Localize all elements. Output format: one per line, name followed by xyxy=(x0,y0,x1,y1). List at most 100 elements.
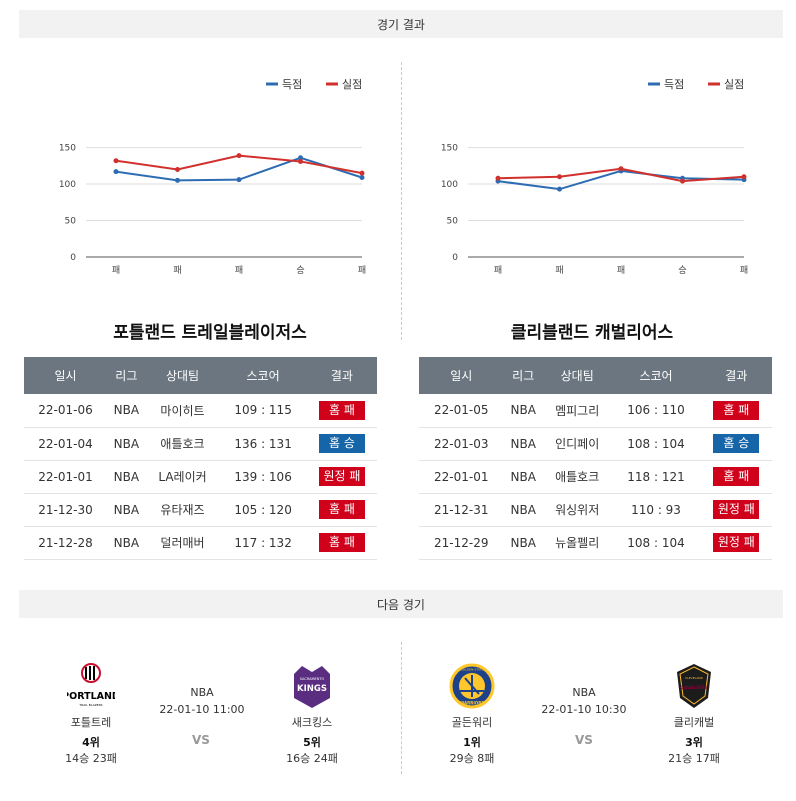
cell-score: 139 : 106 xyxy=(219,460,307,494)
home-team-name: 포틀트레 xyxy=(70,716,112,729)
cell-score: 105 : 120 xyxy=(219,493,307,527)
cell-league: NBA xyxy=(503,460,543,494)
next-game-league: NBA xyxy=(572,686,596,699)
data-point xyxy=(175,166,180,172)
cell-score: 106 : 110 xyxy=(611,394,701,428)
x-tick-label: 패 xyxy=(494,265,502,276)
table-row: 21-12-31 NBA 워싱위저 110 : 93 원정 패 xyxy=(419,493,772,527)
cavaliers-logo-text: CAVALIERS xyxy=(680,685,707,691)
data-point xyxy=(618,166,624,172)
result-badge: 홈 패 xyxy=(713,400,760,420)
home-team-rank: 1위 xyxy=(463,736,481,749)
kings-logo-text: KINGS xyxy=(297,684,327,694)
header-opponent: 상대팀 xyxy=(542,357,612,394)
home-team-name: 골든워리 xyxy=(451,716,493,729)
x-tick-label: 패 xyxy=(740,265,748,276)
cell-date: 22-01-06 xyxy=(24,394,107,428)
y-tick-label: 0 xyxy=(70,253,76,263)
cell-score: 109 : 115 xyxy=(219,394,307,428)
header-league: 리그 xyxy=(106,357,146,394)
cell-opponent: 애틀호크 xyxy=(145,427,220,461)
next-game-2-info: NBA 22-01-10 10:30 xyxy=(539,686,629,716)
y-tick-label: 150 xyxy=(59,144,76,154)
next-game-datetime: 22-01-10 11:00 xyxy=(159,703,245,716)
x-tick-label: 승 xyxy=(678,265,686,276)
cell-league: NBA xyxy=(106,460,146,494)
x-tick-label: 패 xyxy=(617,265,625,276)
table-header-row: 일시 리그 상대팀 스코어 결과 xyxy=(24,357,377,394)
result-badge: 홈 패 xyxy=(318,400,365,420)
next-game-1-away[interactable]: SACRAMENTO KINGS 새크킹스 5위 16승 24패 xyxy=(272,662,352,766)
table-row: 22-01-01 NBA LA레이커 139 : 106 원정 패 xyxy=(24,460,377,494)
kings-logo: SACRAMENTO KINGS xyxy=(288,662,336,710)
header-score: 스코어 xyxy=(219,357,307,394)
next-game-datetime: 22-01-10 10:30 xyxy=(541,703,627,716)
away-team-record: 21승 17패 xyxy=(668,752,720,765)
table-row: 22-01-03 NBA 인디페이 108 : 104 홈 승 xyxy=(419,427,772,461)
next-game-1-home[interactable]: PORTLAND TRAIL BLAZERS 포틀트레 4위 14승 23패 xyxy=(51,662,131,766)
y-tick-label: 50 xyxy=(447,217,459,227)
table-row: 21-12-28 NBA 덜러매버 117 : 132 홈 패 xyxy=(24,526,377,560)
header-score: 스코어 xyxy=(611,357,701,394)
table-header-row: 일시 리그 상대팀 스코어 결과 xyxy=(419,357,772,394)
table-row: 21-12-30 NBA 유타재즈 105 : 120 홈 패 xyxy=(24,493,377,527)
chart-right-svg: 득점 실점 0 50 100 150 패 패 패 승 패 xyxy=(441,78,748,276)
cell-opponent: 멤피그리 xyxy=(542,394,612,428)
cell-result: 홈 패 xyxy=(700,394,772,428)
data-point xyxy=(113,169,119,175)
cell-opponent: 덜러매버 xyxy=(145,526,220,560)
header-date: 일시 xyxy=(24,357,107,394)
y-tick-label: 150 xyxy=(441,144,458,154)
data-point xyxy=(557,186,562,192)
away-team-rank: 5위 xyxy=(303,736,321,749)
home-team-record: 29승 8패 xyxy=(449,752,495,765)
portland-logo-subtext: TRAIL BLAZERS xyxy=(78,703,102,707)
cell-league: NBA xyxy=(106,427,146,461)
result-badge: 홈 승 xyxy=(318,434,365,453)
data-point xyxy=(175,177,180,183)
away-team-rank: 3위 xyxy=(685,736,703,749)
header-date: 일시 xyxy=(419,357,504,394)
result-badge: 홈 패 xyxy=(713,467,760,486)
header-opponent: 상대팀 xyxy=(145,357,220,394)
cell-date: 22-01-01 xyxy=(24,460,107,494)
table-row: 22-01-05 NBA 멤피그리 106 : 110 홈 패 xyxy=(419,394,772,428)
result-badge: 홈 패 xyxy=(318,533,365,552)
x-tick-label: 패 xyxy=(235,265,243,276)
cell-score: 108 : 104 xyxy=(611,526,701,560)
results-table-right: 일시 리그 상대팀 스코어 결과 22-01-05 NBA 멤피그리 106 : 11… xyxy=(419,357,772,560)
y-tick-label: 100 xyxy=(59,180,76,190)
result-badge: 원정 패 xyxy=(318,467,365,486)
cell-score: 118 : 121 xyxy=(611,460,701,494)
cell-result: 홈 패 xyxy=(306,493,377,527)
cell-date: 21-12-31 xyxy=(419,493,504,527)
next-divider xyxy=(401,642,402,774)
cell-opponent: 뉴올펠리 xyxy=(542,526,612,560)
next-section-header: 다음 경기 xyxy=(19,590,783,618)
results-section-header: 경기 결과 xyxy=(19,10,783,38)
cell-opponent: 유타재즈 xyxy=(145,493,220,527)
table-row: 22-01-04 NBA 애틀호크 136 : 131 홈 승 xyxy=(24,427,377,461)
cell-result: 홈 승 xyxy=(306,427,377,461)
home-team-record: 14승 23패 xyxy=(65,752,117,765)
data-point xyxy=(359,174,365,180)
cell-result: 홈 패 xyxy=(700,460,772,494)
chart-right: 득점 실점 0 50 100 150 패 패 패 승 패 xyxy=(412,70,762,285)
next-game-league: NBA xyxy=(190,686,214,699)
cell-league: NBA xyxy=(503,394,543,428)
series-line-allowed xyxy=(115,154,363,175)
cell-score: 117 : 132 xyxy=(219,526,307,560)
cell-score: 136 : 131 xyxy=(219,427,307,461)
table-row: 21-12-29 NBA 뉴올펠리 108 : 104 원정 패 xyxy=(419,526,772,560)
team-title-left: 포틀랜드 트레일블레이저스 xyxy=(113,323,307,343)
cell-date: 22-01-05 xyxy=(419,394,504,428)
cell-result: 원정 패 xyxy=(700,526,772,560)
legend-label: 실점 xyxy=(342,78,362,91)
x-tick-label: 패 xyxy=(173,265,181,276)
cell-score: 110 : 93 xyxy=(611,493,701,527)
cell-result: 홈 승 xyxy=(700,427,772,461)
data-point xyxy=(741,174,747,180)
next-game-2-away[interactable]: CLEVELAND CAVALIERS 클리캐벌 3위 21승 17패 xyxy=(654,662,734,766)
cell-result: 원정 패 xyxy=(700,493,772,527)
next-game-2-home[interactable]: GOLDEN STATE WARRIORS 골든워리 1위 29승 8패 xyxy=(432,662,512,766)
